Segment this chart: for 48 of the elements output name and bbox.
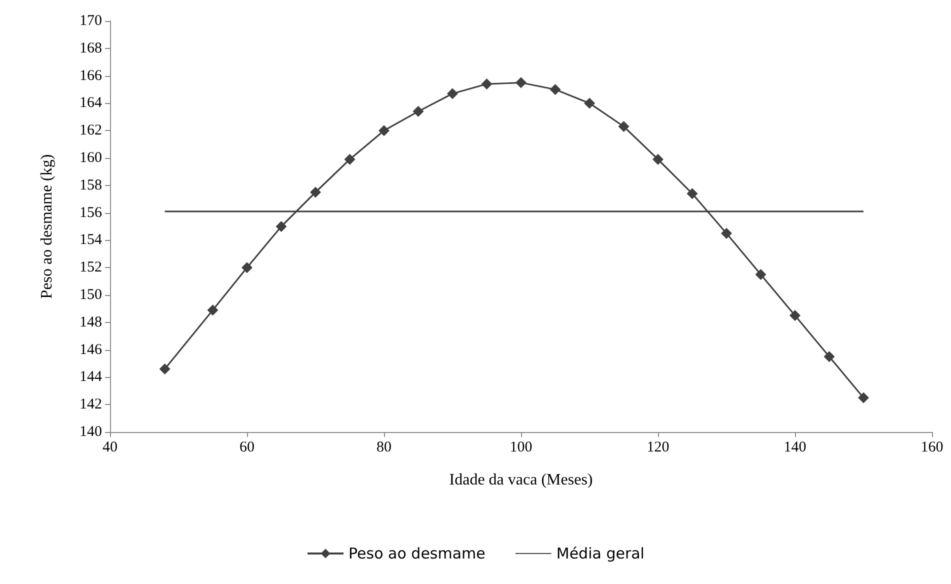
- y-tick-label: 150: [80, 287, 102, 303]
- y-tick-label: 160: [80, 150, 102, 166]
- point: [159, 363, 170, 374]
- x-tick-label: 140: [784, 440, 806, 456]
- y-tick-label: 166: [80, 68, 102, 84]
- point: [790, 310, 800, 322]
- x-tick-label: 60: [240, 440, 254, 456]
- point: [412, 106, 424, 117]
- point: [447, 88, 458, 100]
- point: [378, 125, 390, 136]
- point: [550, 84, 561, 95]
- y-tick-label: 148: [80, 314, 102, 330]
- point: [824, 351, 835, 362]
- y-tick-label: 164: [80, 95, 102, 112]
- y-tick-label: 156: [80, 204, 102, 221]
- point: [242, 262, 252, 274]
- point: [721, 228, 732, 239]
- y-tick-label: 152: [80, 260, 102, 276]
- y-tick-label: 170: [80, 13, 102, 29]
- x-tick-label: 120: [646, 440, 670, 456]
- point: [344, 154, 356, 165]
- point: [652, 154, 664, 165]
- point: [584, 98, 595, 109]
- point: [310, 186, 321, 198]
- y-axis-title: Peso ao desmame (kg): [38, 154, 56, 299]
- y-tick-label: 142: [80, 396, 102, 413]
- y-tick-label: 140: [80, 424, 102, 440]
- point: [618, 120, 630, 132]
- point: [686, 188, 698, 200]
- point: [516, 77, 526, 88]
- point: [207, 304, 218, 316]
- y-tick-label: 146: [80, 342, 102, 358]
- y-tick-label: 154: [80, 232, 102, 248]
- point: [276, 221, 287, 232]
- point: [481, 78, 492, 90]
- y-tick-label: 168: [80, 40, 102, 56]
- point: [755, 268, 766, 280]
- x-tick-label: 40: [102, 440, 118, 456]
- x-tick-label: 100: [510, 440, 532, 456]
- legend-label: Média geral: [556, 544, 644, 562]
- y-tick-label: 162: [80, 122, 102, 139]
- y-tick-label: 158: [80, 177, 102, 194]
- point: [858, 392, 869, 404]
- legend-label: Peso ao desmame: [348, 544, 486, 562]
- x-tick-label: 160: [920, 440, 944, 456]
- x-tick-label: 80: [376, 440, 392, 456]
- x-axis-title: Idade da vaca (Meses): [449, 472, 593, 488]
- y-tick-label: 144: [80, 369, 102, 386]
